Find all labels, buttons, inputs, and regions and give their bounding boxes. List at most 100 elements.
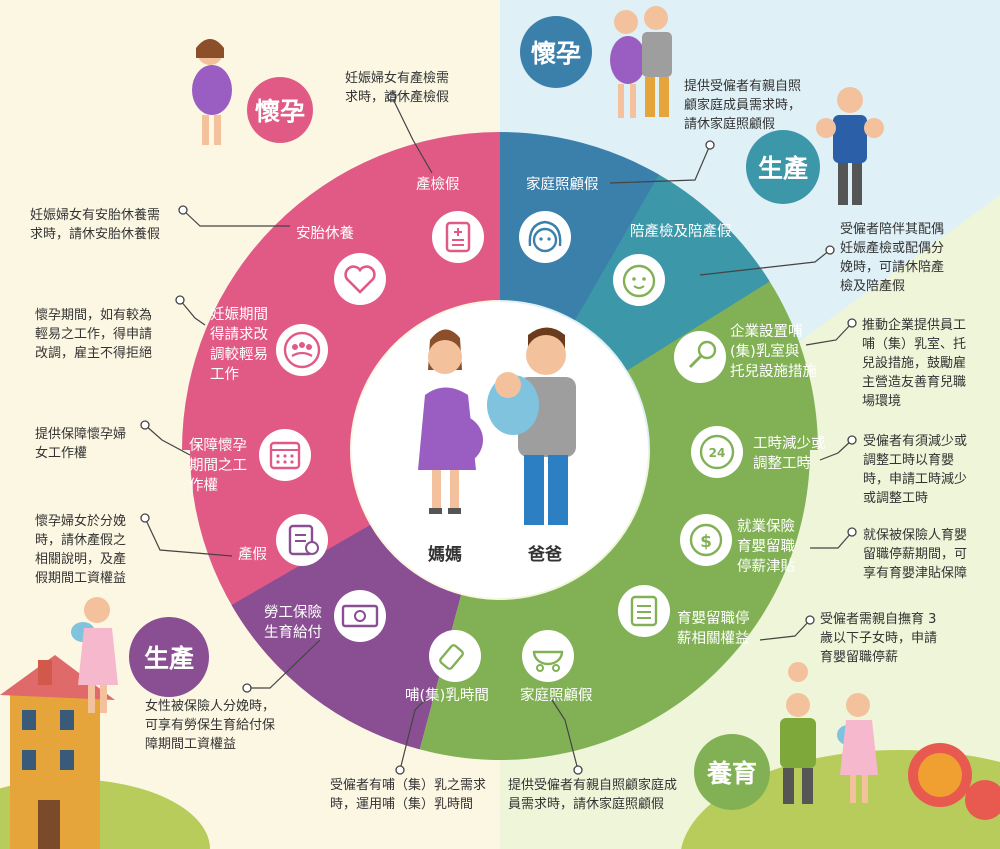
dad-label: 爸爸 <box>528 545 562 565</box>
baby-stroller-icon <box>522 630 574 682</box>
connector-rest <box>182 209 290 227</box>
connector-subsidy <box>810 531 853 549</box>
family-bottom-right <box>780 662 878 804</box>
svg-text:$: $ <box>700 532 712 552</box>
connector-labor-insurance <box>247 639 321 689</box>
segment-labor-insurance-maternity: 勞工保險 生育給付 <box>264 605 322 641</box>
garden-illustration <box>681 743 1000 849</box>
connector-dot <box>847 435 857 445</box>
badge-birth-left: 生產 <box>129 617 209 697</box>
note-parental-leave-rights: 受僱者需親自撫育 3 歲以下子女時，申請 育嬰留職停薪 <box>820 612 938 665</box>
badge-pregnancy-left: 懷孕 <box>247 77 313 143</box>
mom-label: 媽媽 <box>428 545 462 565</box>
segment-pregnancy-rest: 安胎休養 <box>296 226 354 242</box>
connector-dot <box>847 527 857 537</box>
segment-maternity-leave: 產假 <box>238 547 267 563</box>
couple-top-right <box>610 6 672 118</box>
people-group-icon <box>276 324 328 376</box>
24-hours-icon: 24 <box>691 426 743 478</box>
connector-nursing <box>805 322 853 346</box>
pregnant-woman-left <box>192 39 232 145</box>
connector-dot <box>573 765 583 775</box>
ring-segment-pregnancy-right <box>500 132 659 321</box>
segment-paternity-leave: 陪產檢及陪產假 <box>630 224 732 240</box>
badge-pregnancy-right: 懷孕 <box>520 16 592 88</box>
note-labor-insurance-maternity: 女性被保險人分娩時， 可享有勞保生育給付保 障期間工資權益 <box>145 699 276 752</box>
svg-text:24: 24 <box>709 446 726 460</box>
clipboard-check-icon <box>276 514 328 566</box>
connector-prenatal <box>391 96 433 174</box>
connector-dot <box>140 513 150 523</box>
badge-pregnancy-left-label: 懷孕 <box>254 97 305 126</box>
note-pregnancy-rest: 妊娠婦女有安胎休養需 求時，請休安胎休養假 <box>30 208 161 242</box>
connector-family-top <box>609 144 711 184</box>
woman-with-baby-left <box>71 597 118 713</box>
connector-dot <box>242 683 252 693</box>
connector-dot <box>395 765 405 775</box>
money-bill-icon <box>334 590 386 642</box>
connectors <box>144 96 853 771</box>
connector-hours <box>819 439 853 461</box>
segment-reduced-hours: 工時減少或 調整工時 <box>753 436 826 472</box>
connector-dot <box>178 205 188 215</box>
house-illustration <box>0 655 210 849</box>
note-employment-insurance-subsidy: 就保被保險人育嬰 留職停薪期間，可 享有育嬰津貼保障 <box>863 528 968 581</box>
connector-parental <box>759 619 811 641</box>
connector-dot <box>387 92 397 102</box>
connector-job-protection <box>144 424 191 456</box>
connector-dot <box>825 245 835 255</box>
caregiver-face-icon <box>519 211 571 263</box>
baby-rattle-icon <box>674 331 726 383</box>
notepad-icon <box>618 585 670 637</box>
note-prenatal-checkup-leave: 妊娠婦女有產檢需 求時，請休產檢假 <box>345 71 450 105</box>
badge-childcare: 養育 <box>694 734 770 810</box>
segment-prenatal-checkup-leave: 產檢假 <box>416 177 460 193</box>
badge-pregnancy-right-label: 懷孕 <box>530 39 581 68</box>
connector-dots <box>140 92 857 775</box>
connector-paternity <box>699 249 831 276</box>
ring-segment-birth-right <box>570 169 770 371</box>
segment-breastfeeding-time: 哺(集)乳時間 <box>405 688 489 704</box>
note-pregnancy-job-protection: 提供保障懷孕婦 女工作權 <box>35 427 127 461</box>
connector-family-bottom <box>551 699 579 771</box>
note-breastfeeding-time: 受僱者有哺（集）乳之需求 時，運用哺（集）乳時間 <box>330 778 487 812</box>
note-maternity-leave: 懷孕婦女於分娩 時，請休產假之 相關說明，及產 假期間工資權益 <box>35 514 127 586</box>
dad-figure <box>487 327 576 525</box>
connector-dot <box>140 420 150 430</box>
badge-childcare-label: 養育 <box>706 759 757 788</box>
note-pregnancy-lighter-work: 懷孕期間，如有較為 輕易之工作，得申請 改調，雇主不得拒絕 <box>35 308 153 361</box>
badge-birth-right: 生產 <box>746 130 820 204</box>
note-family-care-leave-bottom: 提供受僱者有親自照顧家庭成 員需求時，請休家庭照顧假 <box>508 778 678 812</box>
note-paternity-leave: 受僱者陪伴其配偶 妊娠產檢或配偶分 娩時，可請休陪產 檢及陪產假 <box>840 222 945 294</box>
note-reduced-hours: 受僱者有須減少或 調整工時以育嬰 時，申請工時減少 或調整工時 <box>863 434 968 506</box>
segment-icons: $ 24 <box>259 211 743 682</box>
segment-pregnancy-job-protection: 保障懷孕 期間之工 作權 <box>189 438 247 494</box>
note-nursing-room-childcare: 推動企業提供員工 哺（集）乳室、托 兒設措施，鼓勵雇 主營造友善育兒職 場環境 <box>862 318 967 409</box>
connector-breastfeeding <box>399 699 426 771</box>
note-family-care-leave-top: 提供受僱者有親自照 顧家庭成員需求時， 請休家庭照顧假 <box>684 79 802 132</box>
calendar-icon <box>259 429 311 481</box>
baby-face-icon <box>613 254 665 306</box>
connector-maternity <box>144 517 233 557</box>
dollar-coin-icon: $ <box>680 514 732 566</box>
segment-pregnancy-lighter-work: 妊娠期間 得請求改 調較輕易 工作 <box>210 307 268 383</box>
connector-lighter-work <box>179 299 206 326</box>
connector-dot <box>805 615 815 625</box>
inner-circle <box>352 302 648 598</box>
connector-dot <box>847 318 857 328</box>
connector-dot <box>175 295 185 305</box>
baby-bottle-icon <box>429 630 481 682</box>
segment-nursing-room-childcare: 企業設置哺 (集)乳室與 托兒設施措施 <box>730 324 817 380</box>
badge-birth-right-label: 生產 <box>757 154 808 183</box>
segment-family-care-leave-top: 家庭照顧假 <box>526 177 599 193</box>
segment-family-care-leave-bottom: 家庭照顧假 <box>520 688 593 704</box>
segment-employment-insurance-subsidy: 就業保險 育嬰留職 停薪津貼 <box>737 519 795 575</box>
medical-document-icon <box>432 211 484 263</box>
mom-figure <box>418 329 483 514</box>
connector-dot <box>705 140 715 150</box>
heart-icon <box>334 253 386 305</box>
segment-parental-leave-rights: 育嬰留職停 薪相關權益 <box>677 611 750 647</box>
man-with-twins <box>816 87 884 205</box>
